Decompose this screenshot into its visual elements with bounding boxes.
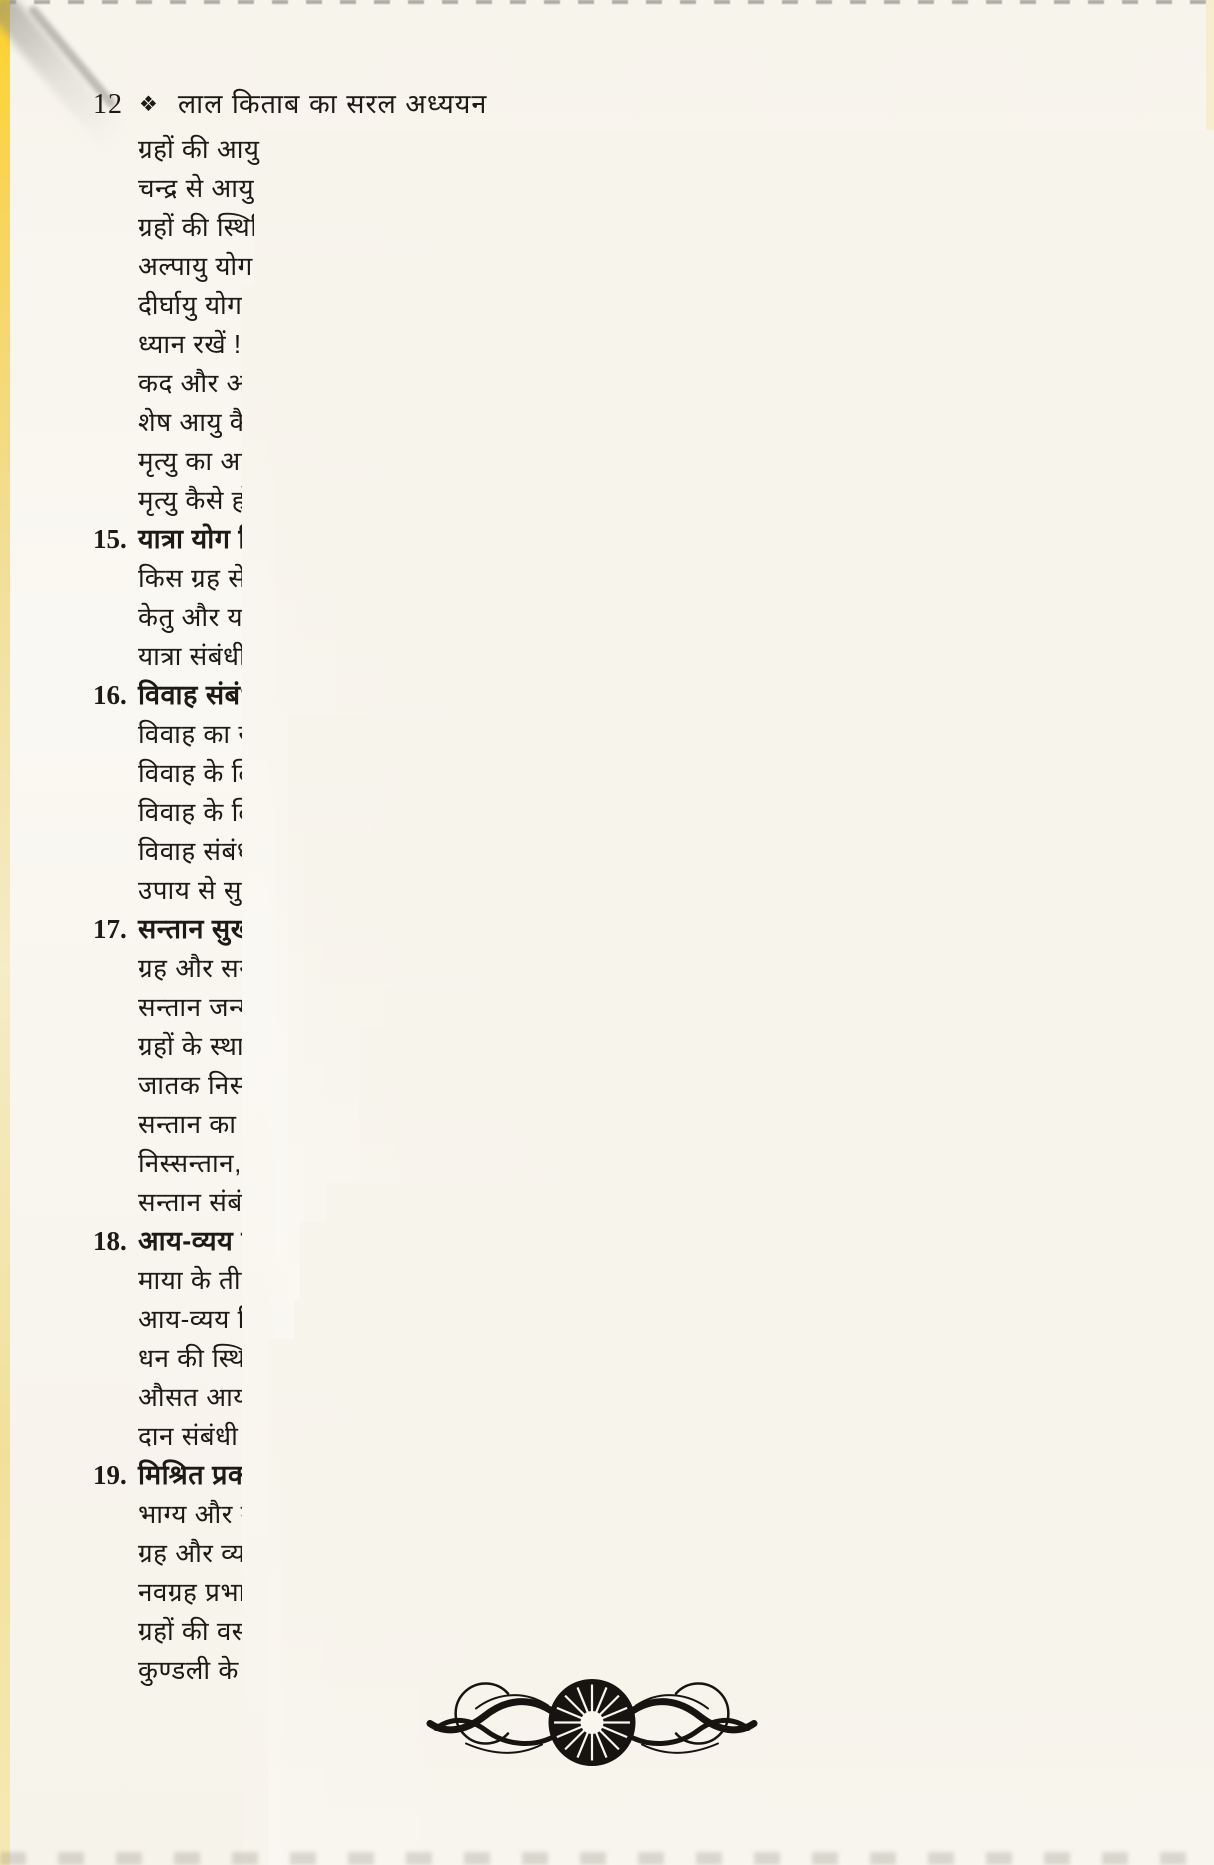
chapter-number: 18.: [93, 1226, 127, 1256]
toc-entry-row: ध्यान रखें !348: [93, 325, 1214, 1865]
table-of-contents: ग्रहों की आयु346चन्द्र से आयु347ग्रहों क…: [93, 130, 1214, 1865]
toc-entry-label: चन्द्र से आयु: [138, 173, 255, 203]
chapter-number: 15.: [93, 524, 127, 554]
scan-edge-bottom: [0, 1852, 1214, 1865]
page-number: 12: [93, 89, 123, 120]
chakra-flourish-decoration: [426, 1679, 758, 1766]
chapter-number: 16.: [93, 680, 127, 710]
page-edge-yellow-strip: [0, 0, 10, 1865]
toc-entry-row: ग्रहों की स्थिति के अनुसार आयु347: [93, 208, 1214, 1865]
page-header: 12 ❖ लाल किताब का सरल अध्ययन: [93, 84, 487, 121]
toc-entry-row: दीर्घायु योग347: [93, 286, 1214, 1865]
toc-entry-page: 382: [421, 1651, 1214, 1865]
toc-entry-label: ग्रहों की आयु: [138, 134, 260, 164]
toc-entry-row: ग्रहों की आयु346: [93, 130, 1214, 1865]
book-title: लाल किताब का सरल अध्ययन: [177, 89, 488, 119]
toc-entry-label: अल्पायु योग: [138, 251, 253, 281]
toc-entry-row: अल्पायु योग347: [93, 247, 1214, 1865]
chapter-number: 17.: [93, 914, 127, 944]
toc-entry-row: कुण्डली के भाव से क्या विचारें382: [93, 1651, 1214, 1865]
scan-smudge: [0, 0, 127, 152]
diamond-bullet-icon: ❖: [139, 93, 158, 116]
toc-entry-label: दीर्घायु योग: [138, 290, 243, 320]
scan-edge-top: [0, 0, 1214, 4]
toc-entry-label: ध्यान रखें !: [138, 329, 242, 359]
toc-entry-row: चन्द्र से आयु347: [93, 169, 1214, 1865]
chapter-number: 19.: [93, 1460, 127, 1490]
